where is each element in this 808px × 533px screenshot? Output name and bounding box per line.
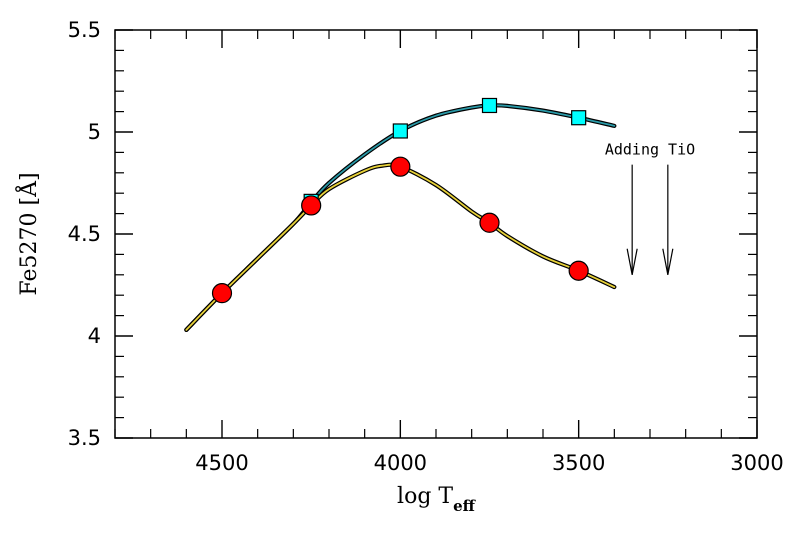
annotation-arrow-head bbox=[662, 248, 674, 275]
annotation-text: Adding TiO bbox=[605, 141, 695, 159]
x-tick-label: 3500 bbox=[552, 451, 605, 475]
y-tick-label: 3.5 bbox=[68, 426, 101, 450]
circle-marker bbox=[301, 195, 322, 216]
x-axis-title-subscript: eff bbox=[453, 497, 477, 515]
x-tick-label: 3000 bbox=[730, 451, 783, 475]
major-ticks bbox=[115, 29, 758, 439]
series-circle-line bbox=[185, 163, 616, 331]
circle-marker bbox=[479, 212, 500, 233]
y-tick-label: 5 bbox=[88, 120, 101, 144]
annotation-arrow-head bbox=[626, 248, 638, 275]
minor-ticks bbox=[114, 30, 757, 438]
annotation-layer: Adding TiO bbox=[605, 141, 695, 275]
square-marker bbox=[481, 97, 498, 114]
series-square-line bbox=[185, 104, 616, 331]
circle-marker bbox=[211, 283, 233, 304]
circle-marker bbox=[390, 156, 411, 177]
square-marker bbox=[392, 123, 408, 139]
x-axis-title-main: log T bbox=[397, 484, 453, 509]
series-square-line-outline bbox=[184, 103, 617, 332]
y-tick-label: 5.5 bbox=[68, 18, 101, 42]
plot-frame bbox=[114, 29, 758, 439]
x-tick-label: 4500 bbox=[195, 451, 248, 475]
x-tick-label: 4000 bbox=[374, 451, 427, 475]
y-tick-label: 4.5 bbox=[68, 222, 101, 246]
square-marker bbox=[571, 110, 587, 126]
tick-labels: 4500 4000 3500 3000 3.5 4 4.5 5 5.5 bbox=[68, 18, 784, 475]
circle-marker bbox=[568, 260, 589, 281]
x-axis-title: log Teff bbox=[397, 484, 477, 515]
series-layer bbox=[184, 97, 617, 332]
series-circle-line-outline bbox=[184, 162, 617, 332]
y-tick-label: 4 bbox=[88, 324, 101, 348]
y-axis-title: Fe5270 [Å] bbox=[14, 172, 42, 295]
